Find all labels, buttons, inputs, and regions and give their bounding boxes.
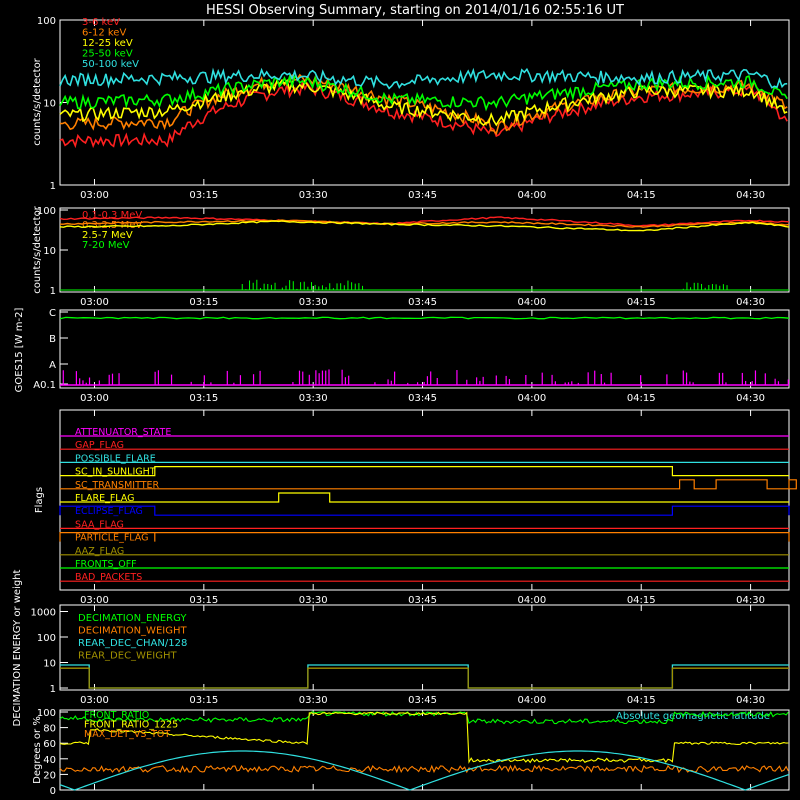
panel-1-ytick-label: 100: [37, 16, 56, 27]
flag-line: [60, 506, 789, 515]
time-tick-label: 04:30: [736, 297, 765, 308]
time-tick-label: 03:45: [408, 190, 437, 201]
panel-1-legend-entry: 3-6 keV: [82, 17, 120, 28]
time-tick-label: 04:15: [627, 595, 656, 606]
panel-5-series-line: [60, 668, 789, 688]
panel-5-ytick-label: 1000: [31, 607, 56, 618]
panel-5-ytick-label: 1: [50, 684, 56, 695]
flag-label: PARTICLE_FLAG: [75, 533, 148, 544]
panel-3-ytick-label: A0.1: [33, 380, 56, 391]
flag-label: ECLIPSE_FLAG: [75, 506, 143, 517]
panel-6-legend-entry: MAX_DET_VS_TOT: [84, 729, 170, 740]
panel-2-legend-entry: 7-20 MeV: [82, 240, 130, 251]
time-tick-label: 04:30: [736, 393, 765, 404]
time-tick-label: 03:30: [299, 695, 328, 706]
time-tick-label: 04:00: [517, 393, 546, 404]
time-tick-label: 03:30: [299, 595, 328, 606]
panel-3-series-line: [60, 317, 789, 318]
time-tick-label: 03:15: [189, 190, 218, 201]
time-tick-label: 03:45: [408, 595, 437, 606]
panel-1-legend-entry: 25-50 keV: [82, 49, 133, 60]
panel-1-legend-entry: 50-100 keV: [82, 59, 139, 70]
time-tick-label: 03:00: [80, 393, 109, 404]
time-tick-label: 03:00: [80, 695, 109, 706]
panel-5-legend-entry: REAR_DEC_CHAN/128: [78, 638, 187, 649]
panel-3-ylabel: GOES15 [W m-2]: [14, 308, 25, 393]
panel-2-ytick-label: 100: [37, 206, 56, 217]
panel-2-ytick-label: 10: [43, 246, 56, 257]
time-tick-label: 03:15: [189, 595, 218, 606]
panel-1-legend-entry: 6-12 keV: [82, 28, 126, 39]
time-tick-label: 03:15: [189, 695, 218, 706]
panel-6-ylabel: Degrees or %: [32, 716, 43, 784]
time-tick-label: 04:30: [736, 190, 765, 201]
time-tick-label: 04:00: [517, 297, 546, 308]
time-tick-label: 03:45: [408, 393, 437, 404]
panel-1-ytick-label: 10: [43, 99, 56, 110]
panel-5-ylabel: DECIMATION ENERGY or weight: [12, 569, 23, 726]
time-tick-label: 03:30: [299, 190, 328, 201]
panel-2-ylabel: counts/s/detector: [32, 205, 43, 293]
panel-4-ylabel: Flags: [34, 487, 45, 513]
panel-3-ytick-label: A: [49, 360, 56, 371]
flag-line: [60, 493, 789, 502]
panel-6-ytick-label: 60: [43, 739, 56, 750]
panel-2-ytick-label: 1: [50, 286, 56, 297]
time-tick-label: 04:15: [627, 297, 656, 308]
panel-3-ytick-label: B: [49, 334, 56, 345]
time-tick-label: 04:00: [517, 695, 546, 706]
panel-3-frame: [60, 310, 789, 388]
flag-line: [60, 533, 789, 542]
time-tick-label: 04:30: [736, 695, 765, 706]
panel-6-ytick-label: 20: [43, 770, 56, 781]
panel-5-ytick-label: 100: [37, 633, 56, 644]
time-tick-label: 04:15: [627, 393, 656, 404]
panel-6-ytick-label: 100: [37, 708, 56, 719]
panel-1-ytick-label: 1: [50, 181, 56, 192]
time-tick-label: 03:15: [189, 393, 218, 404]
time-tick-label: 03:30: [299, 297, 328, 308]
chart-marks: 03:00 03:15 03:30 03:45 04:00 04:15 04:30 03:00…: [31, 16, 797, 797]
panel-6-ytick-label: 40: [43, 755, 56, 766]
panel-5-ytick-label: 10: [43, 658, 56, 669]
panel-5-legend-entry: REAR_DEC_WEIGHT: [78, 651, 177, 662]
time-tick-label: 04:15: [627, 190, 656, 201]
time-tick-label: 04:00: [517, 595, 546, 606]
time-tick-label: 03:45: [408, 297, 437, 308]
time-tick-label: 03:00: [80, 595, 109, 606]
panel-1-ylabel: counts/s/detector: [32, 57, 43, 145]
time-tick-label: 03:15: [189, 297, 218, 308]
panel-1-legend-entry: 12-25 keV: [82, 38, 133, 49]
panel-6-ytick-label: 80: [43, 724, 56, 735]
time-tick-label: 04:00: [517, 190, 546, 201]
flag-line: [60, 480, 796, 489]
geomagnetic-latitude-annotation: Absolute geomagnetic latitude: [616, 711, 770, 722]
panel-6-ytick-label: 0: [50, 786, 56, 797]
time-tick-label: 04:30: [736, 595, 765, 606]
panel-5-legend-entry: DECIMATION_WEIGHT: [78, 626, 187, 637]
time-tick-label: 03:00: [80, 190, 109, 201]
panel-5-legend-entry: DECIMATION_ENERGY: [78, 613, 187, 624]
time-tick-label: 03:45: [408, 695, 437, 706]
time-tick-label: 03:00: [80, 297, 109, 308]
panel-3-ytick-label: C: [49, 308, 56, 319]
time-tick-label: 04:15: [627, 695, 656, 706]
chart-title: HESSI Observing Summary, starting on 201…: [206, 3, 624, 18]
flag-line: [60, 467, 789, 476]
time-tick-label: 03:30: [299, 393, 328, 404]
